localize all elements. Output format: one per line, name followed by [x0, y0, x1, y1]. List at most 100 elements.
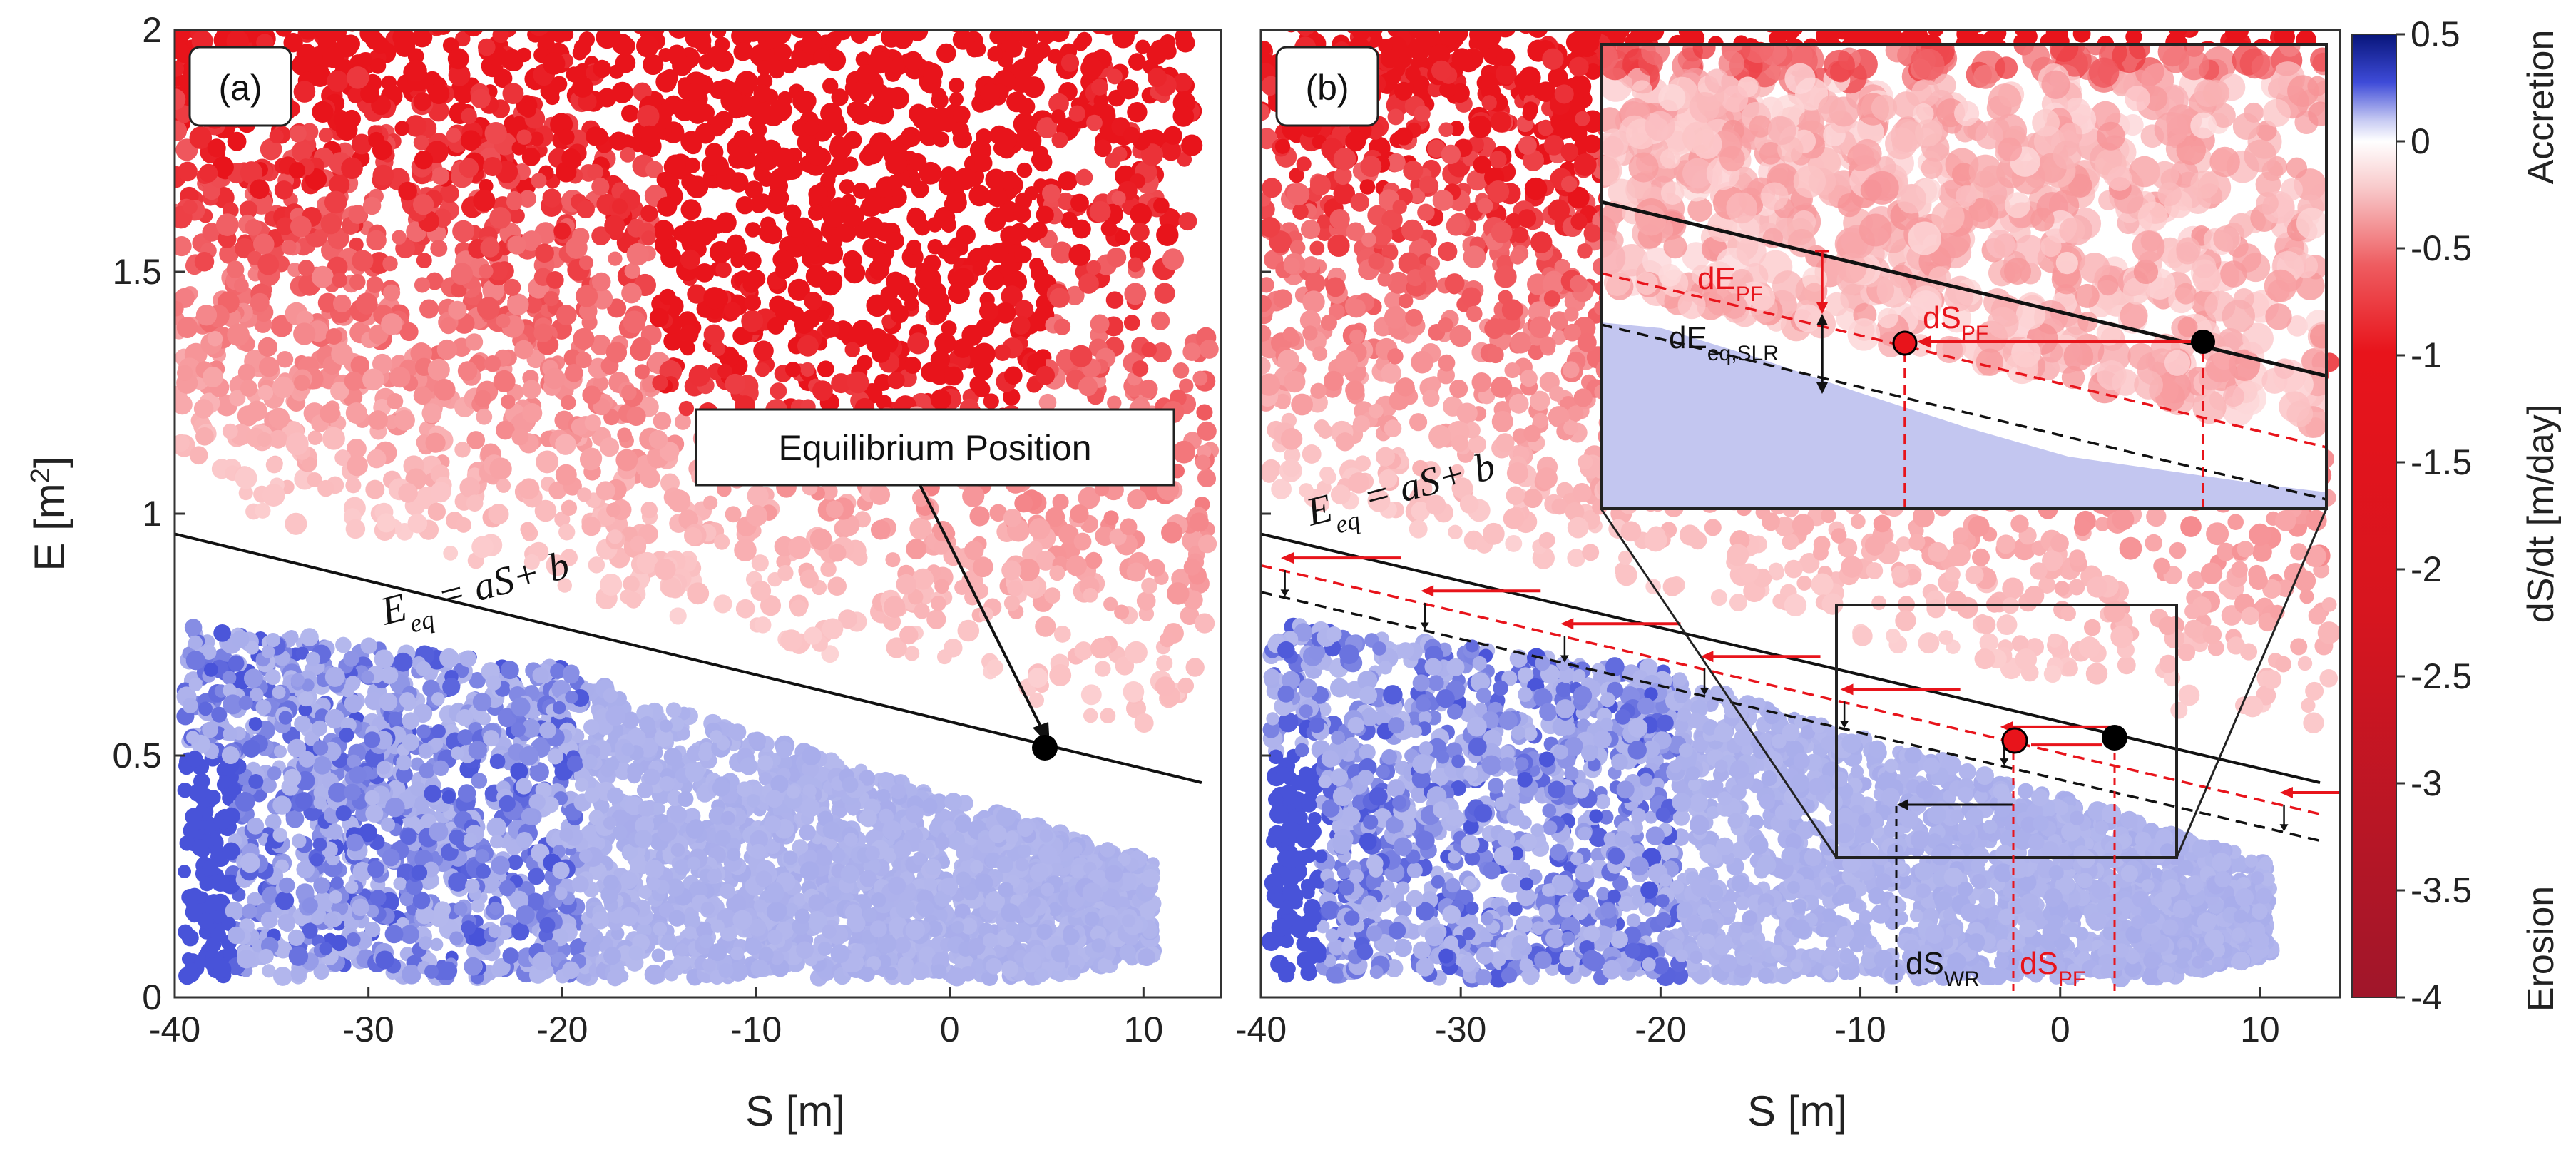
scatter-point-a	[837, 223, 857, 243]
scatter-point-a	[522, 403, 543, 424]
scatter-point-a	[772, 189, 789, 206]
scatter-point-a	[617, 36, 635, 56]
scatter-point-a	[576, 285, 598, 307]
scatter-point-a	[268, 407, 290, 429]
scatter-point-a	[714, 534, 730, 550]
scatter-point-a	[906, 539, 927, 560]
scatter-point-a	[1103, 596, 1118, 611]
scatter-point-a	[558, 128, 575, 146]
scatter-point-a	[1126, 562, 1146, 582]
scatter-point-a	[723, 302, 742, 320]
scatter-point-a	[751, 554, 769, 572]
scatter-point-a	[894, 840, 912, 858]
scatter-point-a	[940, 117, 956, 133]
scatter-point-a	[1123, 126, 1140, 143]
scatter-point-a	[936, 43, 956, 63]
scatter-point-a	[870, 519, 891, 540]
scatter-point-a	[295, 883, 315, 902]
scatter-point-a	[653, 412, 672, 430]
scatter-point-a	[686, 745, 702, 762]
scatter-point-a	[765, 838, 781, 855]
scatter-point-a	[976, 318, 995, 337]
scatter-point-a	[227, 323, 250, 347]
scatter-point-a	[623, 575, 640, 593]
scatter-point-a	[431, 30, 445, 35]
scatter-point-a	[508, 208, 525, 224]
scatter-point-a	[1048, 902, 1063, 917]
scatter-point-a	[904, 296, 919, 311]
scatter-point-a	[1036, 365, 1056, 385]
scatter-point-a	[211, 910, 225, 924]
scatter-point-a	[285, 512, 307, 535]
scatter-point-a	[1127, 101, 1148, 123]
scatter-point-a	[189, 126, 213, 149]
scatter-point-a	[788, 536, 811, 559]
scatter-point-a	[975, 128, 993, 146]
scatter-point-a	[753, 340, 774, 362]
scatter-point-a	[656, 171, 673, 188]
scatter-point-a	[474, 390, 492, 407]
scatter-point-a	[511, 428, 529, 446]
scatter-point-a	[1080, 57, 1103, 80]
scatter-point-a	[812, 380, 833, 402]
scatter-point-a	[188, 677, 203, 692]
scatter-point-a	[575, 352, 592, 369]
scatter-point-a	[320, 403, 340, 424]
scatter-point-a	[199, 876, 215, 892]
scatter-point-a	[1197, 421, 1217, 441]
scatter-point-a	[750, 580, 772, 601]
scatter-point-a	[949, 30, 964, 33]
scatter-point-a	[1075, 168, 1093, 186]
scatter-point-a	[493, 68, 513, 88]
scatter-point-a	[440, 317, 457, 335]
scatter-point-a	[952, 30, 973, 50]
scatter-point-a	[276, 217, 295, 235]
scatter-point-a	[413, 386, 432, 405]
scatter-point-a	[767, 317, 784, 335]
scatter-point-a	[529, 30, 549, 36]
scatter-point-a	[1141, 577, 1158, 594]
scatter-point-a	[1049, 664, 1072, 686]
scatter-point-a	[1114, 604, 1130, 620]
scatter-point-a	[399, 322, 419, 342]
scatter-point-a	[1028, 518, 1051, 540]
scatter-point-a	[257, 432, 272, 447]
scatter-point-a	[573, 39, 592, 56]
scatter-point-a	[785, 362, 801, 377]
scatter-point-a	[777, 565, 794, 581]
scatter-point-a	[1078, 487, 1100, 509]
scatter-point-a	[652, 375, 668, 391]
scatter-point-a	[456, 517, 471, 533]
scatter-point-a	[349, 273, 366, 290]
scatter-point-a	[1023, 134, 1038, 150]
scatter-point-a	[413, 92, 432, 111]
scatter-point-a	[886, 297, 902, 313]
scatter-point-a	[802, 227, 823, 248]
scatter-point-a	[849, 81, 872, 104]
scatter-point-a	[377, 513, 397, 533]
scatter-point-a	[175, 44, 190, 60]
scatter-point-a	[178, 865, 191, 878]
scatter-point-a	[207, 138, 226, 158]
scatter-point-a	[1014, 494, 1033, 513]
scatter-point-a	[1028, 668, 1048, 688]
scatter-point-a	[448, 300, 467, 320]
scatter-point-a	[1073, 532, 1092, 551]
scatter-point-a	[622, 711, 640, 729]
scatter-point-a	[581, 517, 601, 536]
scatter-point-a	[923, 254, 941, 273]
scatter-point-a	[850, 30, 869, 44]
scatter-point-a	[536, 450, 559, 474]
scatter-point-a	[679, 780, 693, 794]
scatter-point-a	[869, 97, 889, 118]
scatter-point-a	[327, 70, 349, 92]
scatter-point-a	[318, 128, 333, 143]
scatter-point-a	[603, 409, 620, 426]
scatter-point-a	[745, 180, 763, 199]
scatter-point-a	[245, 218, 262, 236]
scatter-point-a	[843, 156, 859, 172]
scatter-point-a	[265, 456, 283, 474]
scatter-point-a	[484, 355, 501, 372]
scatter-point-a	[703, 324, 725, 345]
scatter-point-a	[1128, 53, 1146, 71]
